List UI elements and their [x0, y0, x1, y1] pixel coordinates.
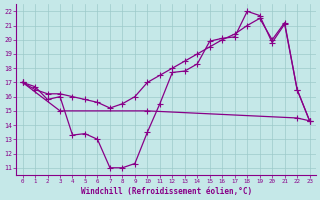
- X-axis label: Windchill (Refroidissement éolien,°C): Windchill (Refroidissement éolien,°C): [81, 187, 252, 196]
